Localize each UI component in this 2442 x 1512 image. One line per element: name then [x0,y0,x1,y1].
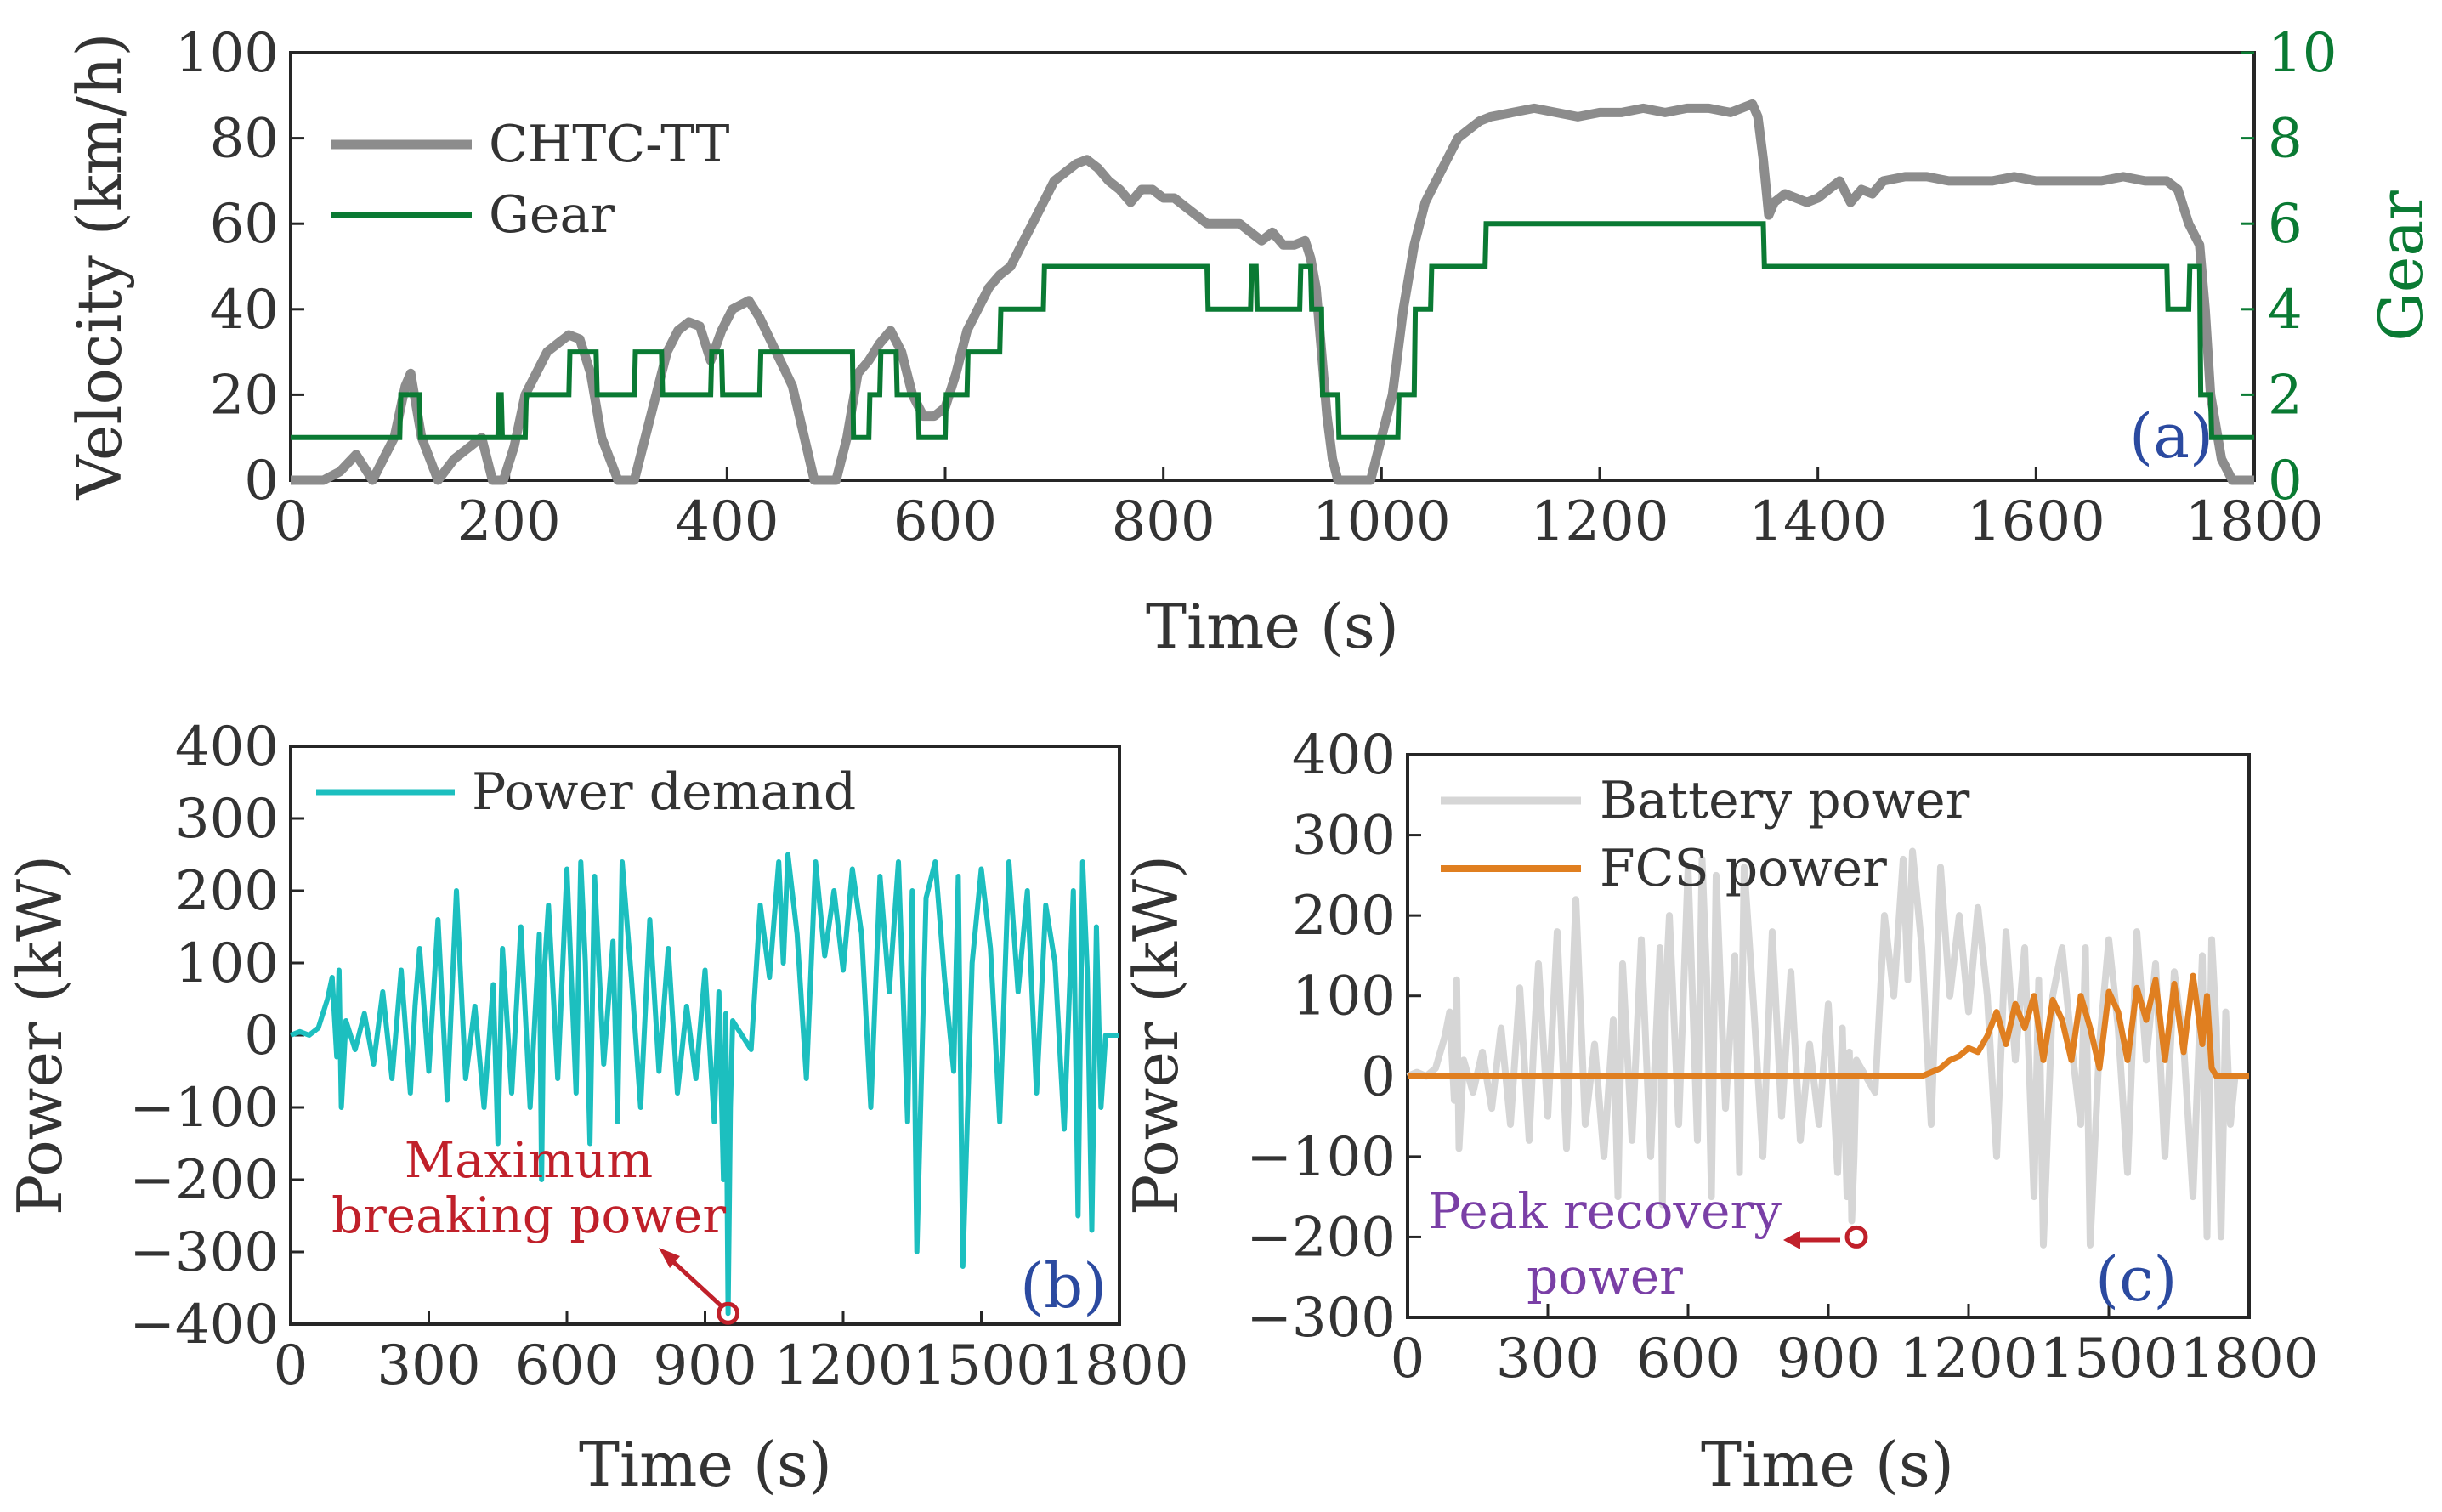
panel-c-xtick-label-1: 300 [1496,1328,1600,1390]
panel-c-ytick-label-0: −300 [1246,1287,1396,1350]
legend-label-chtc-tt: CHTC-TT [489,115,729,174]
panel-b-xtick-label-3: 900 [653,1334,756,1397]
panel-c-annotation: Peak recovery power [1428,1182,1868,1305]
panel-b-xtick-label-5: 1500 [912,1334,1051,1397]
panel-b-xlabel: Time (s) [579,1429,832,1500]
panel-a-ytick-label-4: 80 [210,108,279,171]
panel-b-ylabel: Power (kW) [4,855,76,1215]
panel-c-panel-label: (c) [2095,1243,2178,1315]
panel-a-ytick-label-1: 20 [210,364,279,427]
panel-b-xtick-label-2: 600 [515,1334,619,1397]
panel-b-annotation-line2: breaking power [331,1186,726,1244]
panel-b-xtick-label-1: 300 [377,1334,480,1397]
panel-c-xtick-label-0: 0 [1391,1328,1425,1390]
panel-b-ytick-label-8: 400 [175,716,279,779]
panel-a-xtick-label-2: 400 [675,490,779,553]
panel-a-ticks: 0 200 400 600 800 1000 1200 1400 1600 18000204060… [175,22,2337,553]
panel-b-legend: Power demand [316,762,856,822]
panel-a-ytick-label-2: 40 [210,279,279,342]
panel-a-xtick-label-6: 1200 [1531,490,1669,553]
panel-c-annotation-line2: power [1527,1248,1683,1305]
panel-c-ylabel: Power (kW) [1120,855,1192,1215]
panel-b-annotation-arrowhead [659,1248,680,1268]
panel-c-ytick-label-6: 300 [1292,805,1396,868]
panel-a-ytick-label-5: 100 [175,22,279,85]
panel-a-ytick-label-0: 0 [244,450,279,512]
legend-label-gear: Gear [489,185,615,245]
panel-a-ytick-right-label-0: 0 [2268,450,2303,512]
panel-c: 0 300 600 900 1200 1500 1800 −300 −200 −100 0 100 20… [1120,724,2318,1500]
panel-b-annotation-marker [717,1301,740,1325]
legend-label-power-demand: Power demand [472,762,856,822]
panel-a-ytick-right-label-1: 2 [2268,364,2303,427]
panel-b-annotation: Maximum breaking power [331,1131,740,1325]
panel-a-ylabel: Velocity (km/h) [64,33,135,501]
panel-a-label: (a) [2129,400,2213,472]
panel-a-ytick-label-3: 60 [210,193,279,256]
panel-a-ytick-right-label-3: 6 [2268,193,2303,256]
panel-c-xtick-label-6: 1800 [2180,1328,2319,1390]
panel-c-ytick-label-7: 400 [1292,724,1396,787]
panel-b-ytick-label-4: 0 [244,1005,279,1067]
panel-a-legend: CHTC-TT Gear [331,115,729,245]
panel-c-ytick-label-5: 200 [1292,885,1396,948]
panel-c-xtick-label-4: 1200 [1900,1328,2038,1390]
panel-b-ytick-label-1: −300 [129,1221,279,1284]
panel-c-xtick-label-5: 1500 [2040,1328,2179,1390]
panel-a-ytick-right-label-2: 4 [2268,279,2303,342]
panel-c-xtick-label-3: 900 [1776,1328,1880,1390]
panel-c-xtick-label-2: 600 [1636,1328,1740,1390]
panel-b-xtick-label-0: 0 [274,1334,309,1397]
panel-a-xtick-label-9: 1800 [2185,490,2324,553]
panel-a-ytick-right-label-5: 10 [2268,22,2337,85]
panel-a-xlabel: Time (s) [1146,591,1399,662]
panel-a-gear-series [291,221,2254,440]
panel-b: 0 300 600 900 1200 1500 1800 −400 −300 −200 −100 0 1… [4,716,1188,1500]
panel-b-xtick-label-4: 1200 [774,1334,913,1397]
panel-c-ytick-label-1: −200 [1246,1206,1396,1269]
panel-c-ytick-label-4: 100 [1292,966,1396,1028]
panel-a-ylabel-right: Gear [2366,190,2437,342]
panel-a-ytick-right-label-4: 8 [2268,108,2303,171]
legend-label-fcs-power: FCS power [1600,839,1887,898]
panel-b-annotation-arrow [666,1254,723,1308]
panel-c-ytick-label-3: 0 [1361,1045,1396,1108]
panel-b-xtick-label-6: 1800 [1051,1334,1189,1397]
panel-c-ticks: 0 300 600 900 1200 1500 1800 −300 −200 −100 0 100 20… [1246,724,2318,1390]
panel-b-ytick-label-7: 300 [175,788,279,851]
panel-c-xlabel: Time (s) [1701,1429,1954,1500]
panel-a-xtick-label-7: 1400 [1748,490,1887,553]
panel-b-annotation-line1: Maximum [405,1131,654,1189]
panel-b-ytick-label-0: −400 [129,1294,279,1356]
panel-a: 0 200 400 600 800 1000 1200 1400 1600 18000204060… [64,22,2437,662]
panel-c-annotation-marker [1844,1225,1868,1249]
panel-b-ytick-label-2: −200 [129,1149,279,1212]
panel-a-plot-area [289,51,2256,482]
panel-c-battery-series [1406,847,2249,1249]
panel-a-xtick-label-1: 200 [457,490,561,553]
panel-c-legend: Battery power FCS power [1441,771,1970,898]
panel-b-ytick-label-6: 200 [175,860,279,923]
panel-a-velocity-series [291,99,2254,485]
legend-label-battery-power: Battery power [1600,771,1970,830]
panel-a-xtick-label-0: 0 [274,490,309,553]
panel-c-annotation-arrowhead [1783,1231,1800,1249]
panel-a-xtick-label-5: 1000 [1312,490,1451,553]
panel-b-power-series [289,852,1119,1317]
panel-a-xtick-label-3: 600 [893,490,997,553]
panel-a-xtick-label-8: 1600 [1967,490,2105,553]
panel-c-annotation-line1: Peak recovery [1428,1182,1782,1240]
panel-b-ytick-label-5: 100 [175,932,279,995]
panel-b-ytick-label-3: −100 [129,1077,279,1140]
panel-b-panel-label: (b) [1020,1250,1107,1322]
panel-a-xtick-label-4: 800 [1112,490,1215,553]
panel-c-ytick-label-2: −100 [1246,1126,1396,1189]
panel-c-fcs-series [1408,972,2249,1079]
